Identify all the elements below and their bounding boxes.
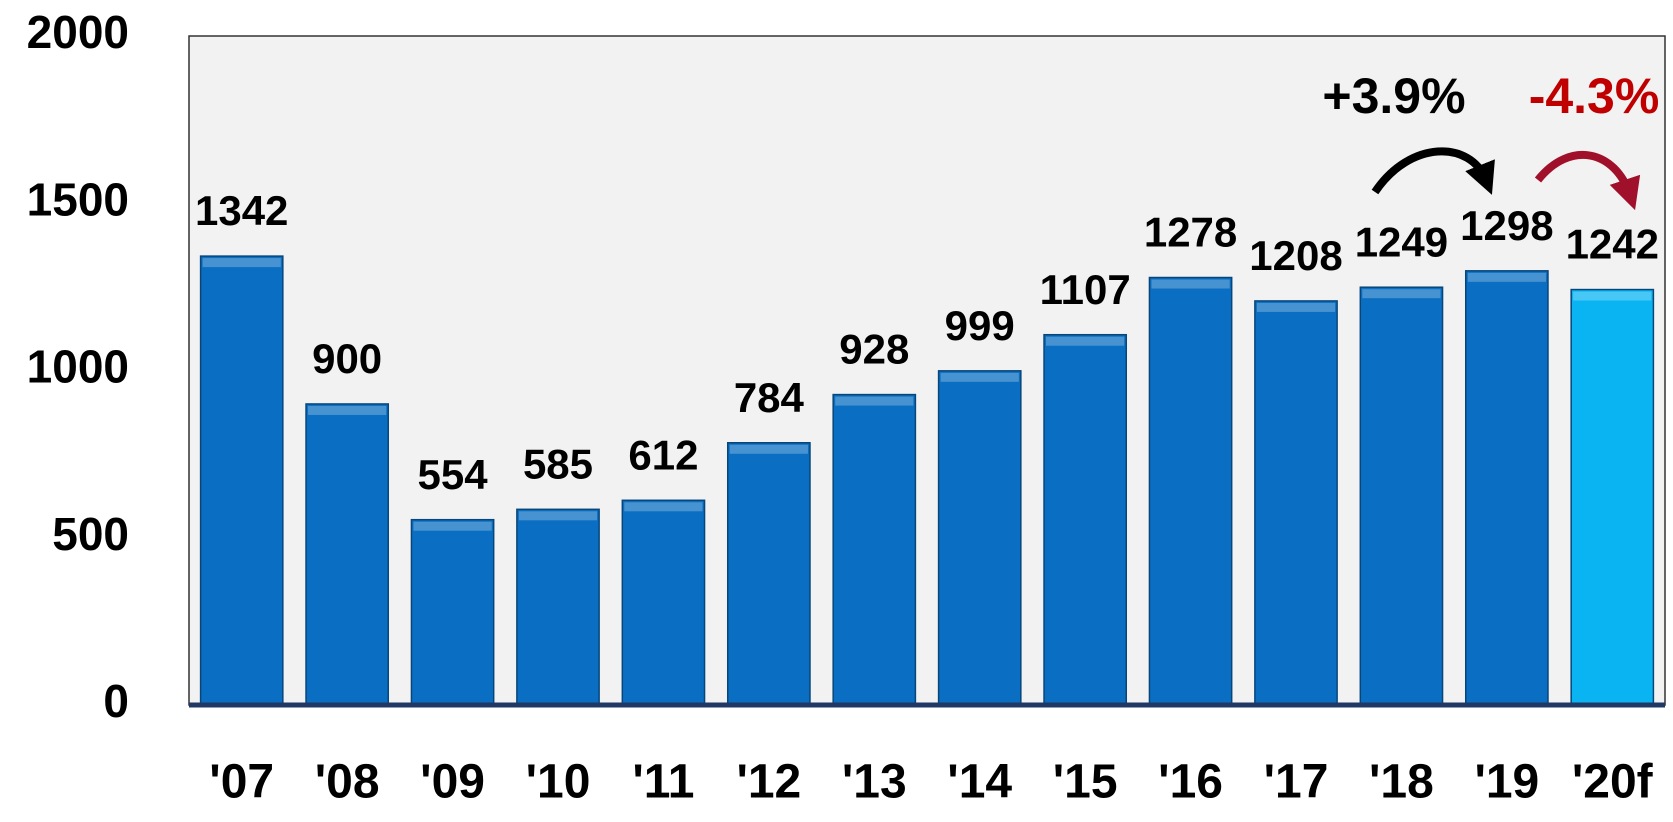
bar [1570, 288, 1655, 706]
x-tick-label: '20f [1572, 756, 1654, 809]
x-tick-label: '12 [736, 756, 801, 809]
x-tick-label: '17 [1264, 756, 1329, 809]
bar [937, 370, 1022, 706]
arrow [1371, 147, 1495, 195]
bar-bevel [1573, 291, 1652, 301]
value-label: 928 [839, 326, 909, 373]
x-tick-label: '18 [1369, 756, 1434, 809]
bar-bevel [518, 511, 598, 521]
bar [726, 442, 811, 706]
plot-area [188, 35, 1666, 706]
annotation: +3.9% [1322, 68, 1465, 124]
bar-bevel [624, 502, 703, 512]
bar [1148, 276, 1233, 706]
bar [1359, 286, 1444, 706]
x-tick-label: '10 [526, 756, 591, 809]
bar [621, 499, 706, 706]
bar-bevel [1151, 279, 1230, 289]
bar-bevel [940, 372, 1019, 382]
value-label: 585 [523, 440, 593, 487]
x-tick-label: '13 [842, 756, 907, 809]
annotation: -4.3% [1529, 68, 1660, 124]
bar [516, 508, 600, 706]
x-tick-label: '09 [420, 756, 485, 809]
bar [410, 518, 495, 706]
bar [1464, 270, 1549, 706]
value-label: 1107 [1040, 266, 1131, 313]
bar-bevel [413, 521, 492, 531]
x-tick-label: '07 [209, 756, 274, 809]
y-tick-label: 1000 [27, 341, 129, 393]
y-tick-label: 2000 [27, 6, 129, 58]
bar-bevel [308, 405, 387, 415]
value-label: 1342 [195, 187, 288, 234]
bar [305, 403, 390, 706]
value-label: 1208 [1249, 232, 1342, 279]
x-tick-label: '15 [1053, 756, 1118, 809]
x-tick-label: '08 [315, 756, 380, 809]
bar-bevel [1362, 289, 1441, 299]
value-label: 784 [734, 374, 805, 421]
bar [832, 393, 917, 706]
y-tick-label: 500 [52, 508, 129, 560]
bar-bevel [1256, 302, 1336, 312]
y-tick-label: 0 [103, 675, 129, 727]
value-label: 1249 [1355, 218, 1448, 265]
bar-bevel [202, 258, 281, 268]
bar [1254, 300, 1338, 706]
bar [1043, 333, 1128, 706]
value-label: 612 [628, 431, 698, 478]
bar-bevel [835, 396, 914, 406]
x-tick-label: '16 [1158, 756, 1223, 809]
bar-bevel [729, 444, 808, 454]
x-tick-label: '11 [632, 756, 694, 809]
bar-bevel [1467, 272, 1546, 282]
value-label: 1298 [1460, 202, 1553, 249]
arrow [1534, 151, 1641, 211]
value-label: 554 [418, 451, 489, 498]
y-tick-label: 1500 [27, 173, 129, 225]
x-tick-label: '14 [947, 756, 1012, 809]
x-tick-label: '19 [1474, 756, 1539, 809]
value-label: 1242 [1566, 221, 1659, 268]
bar-bevel [1046, 336, 1125, 346]
bar [199, 255, 284, 706]
value-label: 1278 [1144, 209, 1237, 256]
value-label: 900 [312, 335, 382, 382]
value-label: 999 [945, 302, 1015, 349]
